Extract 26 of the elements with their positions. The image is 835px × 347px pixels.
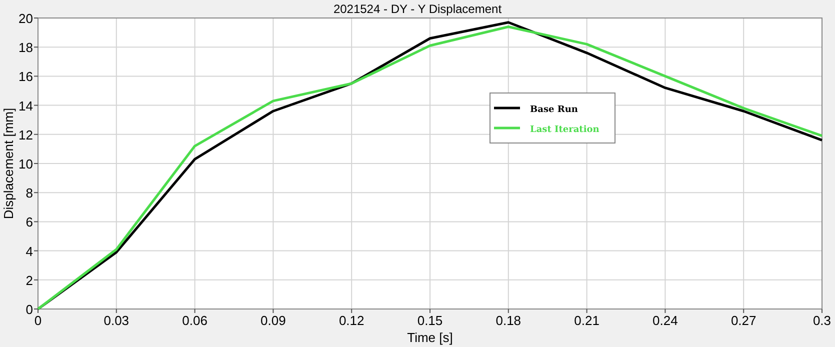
x-tick-label: 0.3	[812, 313, 832, 328]
x-tick-label: 0.12	[338, 313, 364, 328]
x-tick-label: 0.15	[417, 313, 443, 328]
legend-label: Base Run	[530, 105, 578, 115]
y-tick-label: 16	[18, 69, 33, 84]
chart-title: 2021524 - DY - Y Displacement	[333, 2, 502, 16]
y-tick-label: 10	[18, 156, 33, 172]
y-tick-label: 4	[26, 244, 33, 259]
y-tick-label: 2	[26, 272, 33, 288]
y-tick-label: 20	[18, 11, 33, 26]
y-tick-label: 18	[18, 40, 33, 56]
x-axis-title: Time [s]	[407, 330, 453, 345]
y-tick-label: 0	[26, 302, 33, 317]
y-tick-label: 8	[26, 186, 33, 201]
x-tick-label: 0.03	[104, 313, 130, 328]
x-tick-label: 0.24	[652, 313, 678, 328]
y-tick-label: 6	[26, 214, 33, 230]
y-tick-label: 14	[18, 98, 33, 114]
y-axis-title: Displacement [mm]	[1, 108, 16, 220]
x-tick-label: 0.27	[730, 313, 756, 328]
x-tick-label: 0.09	[260, 313, 286, 328]
y-tick-label: 12	[18, 127, 33, 142]
x-tick-label: 0.06	[182, 313, 208, 328]
x-tick-label: 0.18	[496, 313, 522, 328]
x-tick-label: 0.21	[574, 313, 600, 328]
legend-label: Last Iteration	[530, 125, 600, 135]
